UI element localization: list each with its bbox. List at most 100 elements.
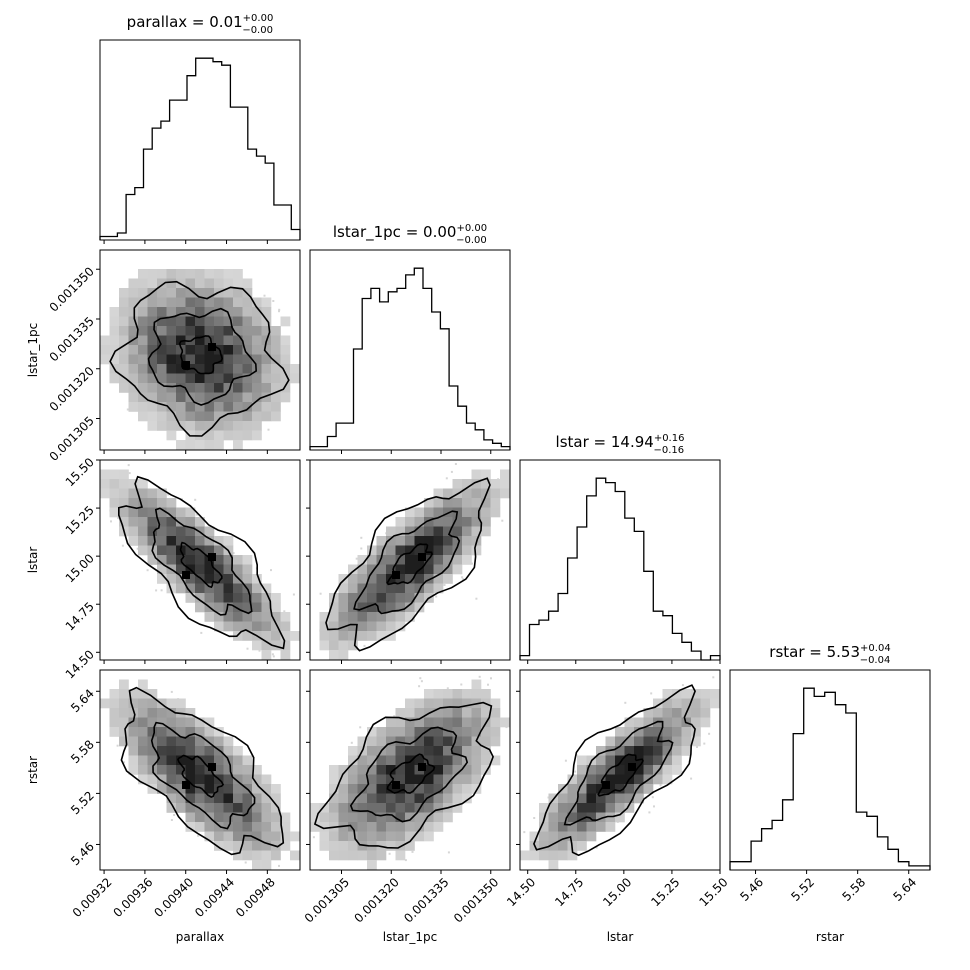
density-cell: [367, 850, 377, 861]
density-cell: [147, 774, 158, 785]
density-cell: [157, 421, 167, 431]
scatter-point: [462, 578, 464, 581]
density-cell: [271, 354, 281, 365]
density-cell: [119, 727, 129, 737]
x-tick-label: 5.46: [737, 875, 766, 904]
density-cell: [348, 793, 358, 804]
density-cell: [214, 727, 224, 737]
density-cell: [405, 793, 415, 804]
density-cell: [329, 841, 339, 851]
density-cell: [233, 765, 243, 775]
density-cell: [166, 717, 177, 728]
density-cell: [157, 784, 167, 794]
density-cell: [185, 536, 196, 546]
density-cell: [223, 364, 234, 374]
density-cell: [395, 555, 406, 565]
panel-title: rstar = 5.53+0.04 −0.04: [769, 643, 890, 666]
x-tick-label: 0.00932: [70, 875, 115, 920]
density-cell: [166, 392, 177, 403]
density-cell: [471, 746, 482, 756]
density-cell: [166, 555, 177, 565]
density-cell: [128, 498, 139, 508]
scatter-point: [443, 584, 446, 586]
density-cell: [605, 784, 616, 794]
density-cell: [471, 498, 482, 508]
density-cell: [367, 555, 377, 565]
density-cell: [128, 326, 139, 336]
density-cell: [214, 612, 224, 622]
density-cell: [433, 755, 444, 766]
x-axis-lstar_1pc: 0.001305 0.001320 0.001335 0.001350 lstar_1p…: [302, 875, 502, 944]
density-cell: [261, 631, 272, 641]
density-cell: [157, 307, 167, 317]
density-cell: [147, 717, 158, 728]
density-cell: [242, 307, 253, 317]
density-cell: [233, 316, 243, 327]
density-cell: [195, 297, 205, 308]
density-cell: [691, 708, 701, 718]
density-cell: [233, 564, 243, 575]
density-cell: [128, 765, 139, 775]
density-cell: [176, 803, 186, 813]
density-cell: [261, 640, 272, 651]
scatter-point: [117, 517, 120, 520]
scatter-point: [271, 653, 274, 656]
density-cell: [176, 307, 186, 317]
density-cell: [157, 288, 167, 298]
density-cell: [338, 793, 349, 804]
density-cell: [109, 354, 120, 365]
density-cell: [223, 297, 234, 308]
density-cell: [147, 555, 158, 565]
density-cell: [433, 736, 444, 747]
density-cell: [204, 583, 215, 594]
density-cell: [681, 746, 692, 756]
title-value: rstar = 5.53: [769, 643, 860, 661]
density-cell: [386, 526, 396, 537]
density-cell: [443, 545, 453, 556]
density-cell: [280, 345, 291, 355]
density-cell: [329, 784, 339, 794]
density-cell: [138, 297, 148, 308]
density-cell: [261, 812, 272, 823]
density-cell: [367, 545, 377, 556]
density-cell: [329, 602, 339, 613]
density-cell: [147, 517, 158, 527]
scatter-point: [355, 557, 358, 560]
scatter-point: [624, 701, 627, 704]
density-cell: [157, 746, 167, 756]
density-cell: [261, 793, 272, 804]
scatter-point: [121, 544, 124, 547]
scatter-point: [292, 593, 295, 596]
panel-parallax-vs-rstar: [96, 669, 301, 874]
density-cell: [386, 727, 396, 737]
title-value: parallax = 0.01: [127, 13, 243, 31]
scatter-point: [653, 805, 655, 808]
density-cell: [252, 765, 262, 775]
density-cell: [443, 564, 453, 575]
density-cell: [357, 831, 368, 842]
density-cell: [147, 755, 158, 766]
density-cell: [242, 278, 253, 289]
density-cell: [672, 746, 682, 756]
density-cell: [223, 746, 234, 756]
y-tick-label: 15.00: [63, 551, 97, 585]
density-cell: [214, 831, 224, 842]
density-cell: [653, 774, 663, 785]
density-cell: [223, 430, 234, 441]
density-cell: [166, 373, 177, 384]
density-cell: [214, 784, 224, 794]
density-cell: [348, 841, 358, 851]
density-cell: [233, 755, 243, 766]
density-cell: [414, 698, 425, 709]
density-cell: [252, 335, 262, 346]
density-cell: [166, 755, 177, 766]
density-cell: [662, 774, 673, 785]
contour-line: [353, 510, 461, 615]
scatter-point: [490, 677, 492, 680]
density-cell: [109, 488, 120, 499]
density-cell: [558, 803, 568, 813]
density-cell: [214, 555, 224, 565]
density-cell: [395, 803, 406, 813]
density-cell: [176, 736, 186, 747]
scatter-point: [246, 647, 249, 650]
